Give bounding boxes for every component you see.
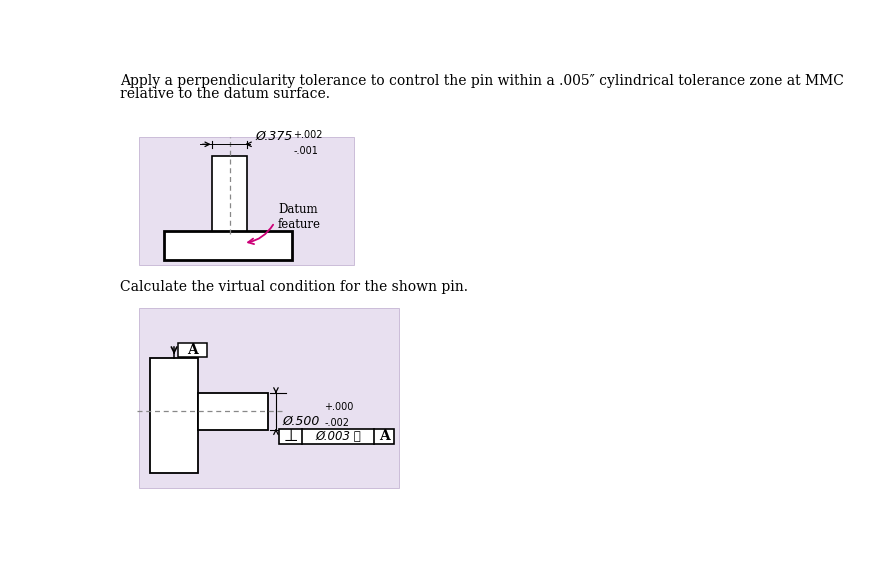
Text: Ø.003 Ⓜ: Ø.003 Ⓜ bbox=[316, 430, 361, 443]
Text: relative to the datum surface.: relative to the datum surface. bbox=[120, 87, 330, 101]
Text: +.002: +.002 bbox=[293, 130, 323, 140]
Bar bbox=[139, 137, 354, 265]
Text: Calculate the virtual condition for the shown pin.: Calculate the virtual condition for the … bbox=[120, 280, 468, 294]
Bar bbox=[280, 429, 393, 444]
Bar bbox=[150, 358, 198, 473]
Text: A: A bbox=[379, 429, 390, 443]
Text: Ø.500: Ø.500 bbox=[283, 415, 320, 428]
Bar bbox=[178, 343, 207, 357]
Text: -.002: -.002 bbox=[325, 418, 350, 428]
Text: -.001: -.001 bbox=[293, 146, 318, 155]
Text: Datum
feature: Datum feature bbox=[278, 203, 321, 231]
Bar bbox=[198, 393, 267, 430]
Text: ⊥: ⊥ bbox=[283, 427, 298, 445]
Text: +.000: +.000 bbox=[325, 403, 354, 413]
Bar bbox=[212, 157, 247, 233]
Text: Apply a perpendicularity tolerance to control the pin within a .005″ cylindrical: Apply a perpendicularity tolerance to co… bbox=[120, 74, 844, 88]
Text: Ø.375: Ø.375 bbox=[255, 130, 292, 143]
Bar bbox=[139, 308, 400, 488]
Bar bbox=[164, 231, 291, 260]
Text: A: A bbox=[187, 343, 198, 357]
